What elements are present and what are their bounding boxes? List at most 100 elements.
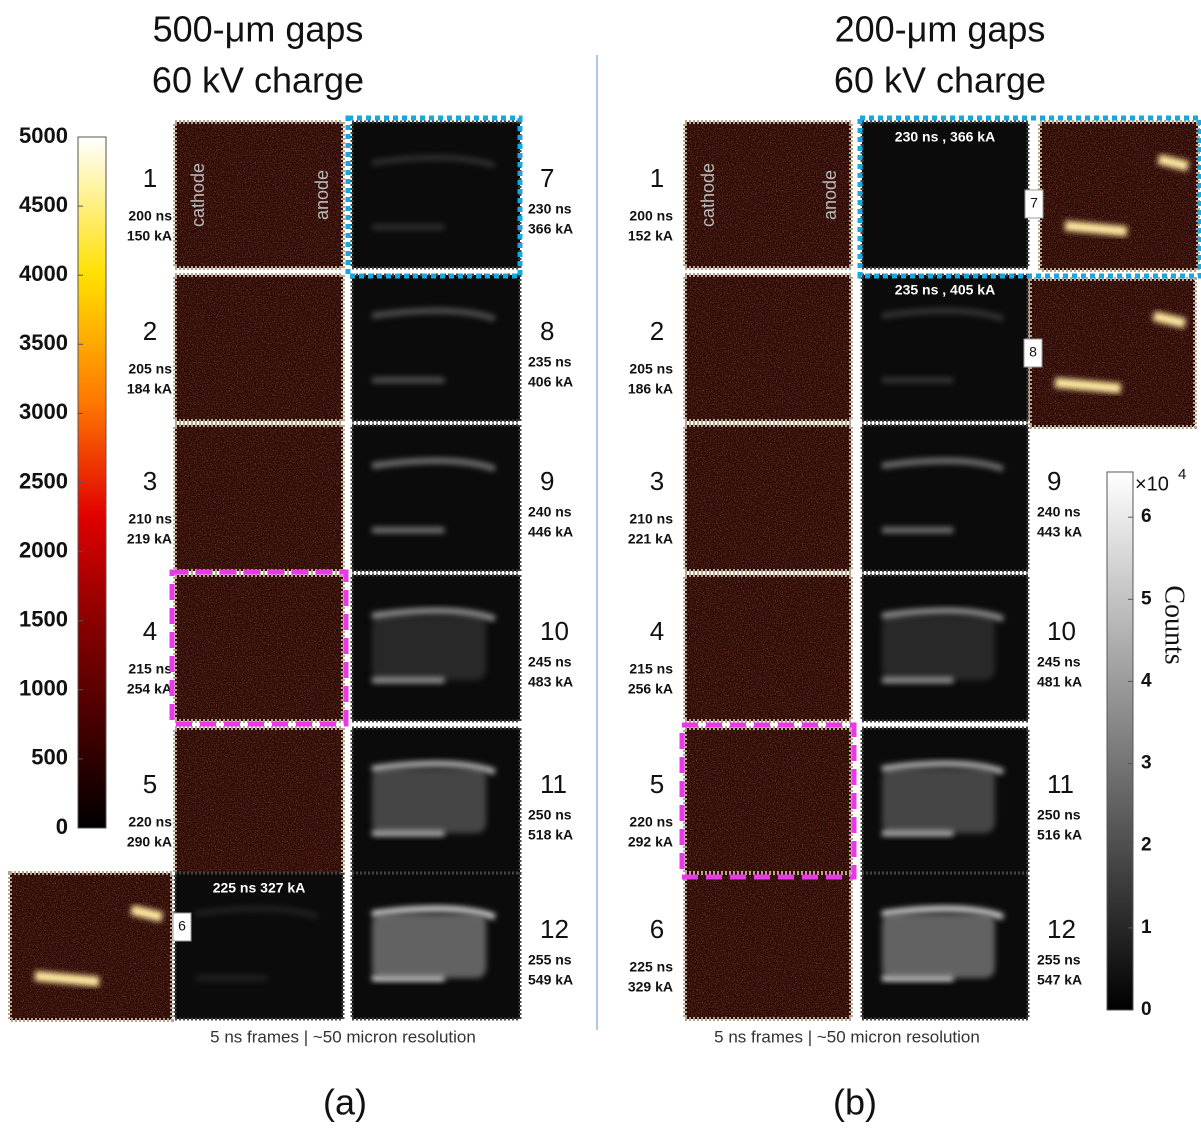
- frame-number: 9: [540, 466, 554, 496]
- panel-title: 500-μm gaps: [153, 9, 364, 50]
- plasma-glow: [1064, 154, 1190, 237]
- colorbar-tick-label: 2000: [19, 537, 68, 562]
- frame-caption: 230 ns , 366 kA: [895, 129, 995, 145]
- colorbar-tick-label: 6: [1141, 506, 1152, 527]
- frame-time: 220 ns: [128, 814, 172, 830]
- colorbar-tick-label: 1500: [19, 607, 68, 632]
- plasma-glow: [881, 457, 1005, 534]
- frame-time: 205 ns: [629, 361, 673, 377]
- frame-time: 235 ns: [528, 354, 572, 370]
- frame-time: 245 ns: [528, 654, 572, 670]
- frame-time: 200 ns: [128, 208, 172, 224]
- frame-time: 250 ns: [1037, 807, 1081, 823]
- panel-label: (b): [833, 1082, 877, 1123]
- frame-current: 366 kA: [528, 221, 573, 237]
- colorbar-label: Counts: [1159, 585, 1190, 664]
- frame-noise: [177, 730, 341, 872]
- plasma-glow: [881, 307, 1005, 384]
- frame-current: 516 kA: [1037, 827, 1082, 843]
- plasma-glow: [371, 457, 496, 534]
- frame-number: 10: [1047, 616, 1076, 646]
- frame-number: 11: [540, 769, 567, 799]
- colorbar: [1106, 471, 1134, 1011]
- frame-number: 12: [1047, 914, 1076, 944]
- colorbar-tick-label: 5: [1141, 588, 1152, 609]
- frame-noise: [12, 875, 170, 1018]
- colorbar-tick-label: 3: [1141, 753, 1152, 774]
- frame-time: 250 ns: [528, 807, 572, 823]
- frame-number: 3: [650, 466, 664, 496]
- frame-current: 290 kA: [127, 834, 172, 850]
- frame-time: 220 ns: [629, 814, 673, 830]
- highlight-box: [345, 115, 523, 279]
- colorbar-tick-label: 3500: [19, 330, 68, 355]
- frame-current: 443 kA: [1037, 524, 1082, 540]
- anode-label: anode: [312, 170, 332, 220]
- frame-number: 1: [650, 163, 664, 193]
- frame-time: 255 ns: [528, 952, 572, 968]
- colorbar-tick-label: 0: [1141, 999, 1152, 1020]
- frame-noise: [687, 577, 849, 719]
- frame-current: 150 kA: [127, 228, 172, 244]
- frame-noise: [177, 427, 341, 569]
- plasma-body: [882, 768, 995, 834]
- frame-number: 3: [143, 466, 157, 496]
- frame-time: 205 ns: [128, 361, 172, 377]
- frame-current: 254 kA: [127, 681, 172, 697]
- footer: 5 ns frames | ~50 micron resolution: [210, 1027, 476, 1046]
- frame-number: 1: [143, 163, 157, 193]
- colorbar-exponent: 4: [1178, 466, 1186, 483]
- frame-number: 9: [1047, 466, 1061, 496]
- frame-noise: [687, 875, 849, 1017]
- frame-current: 152 kA: [628, 228, 673, 244]
- frame-number: 5: [650, 769, 664, 799]
- frame-current: 518 kA: [528, 827, 573, 843]
- panel-title: 60 kV charge: [834, 60, 1046, 101]
- frame-number-box: [1023, 338, 1043, 368]
- plasma-body: [372, 768, 487, 834]
- panel-title: 200-μm gaps: [835, 9, 1046, 50]
- colorbar-tick-label: 0: [56, 814, 68, 839]
- frame-time: 225 ns: [629, 959, 673, 975]
- frame-number: 8: [1029, 344, 1037, 360]
- colorbar-tick-label: 4500: [19, 192, 68, 217]
- frame-current: 549 kA: [528, 972, 573, 988]
- frame-current: 292 kA: [628, 834, 673, 850]
- frame-caption: 225 ns 327 kA: [213, 880, 306, 896]
- frame-number: 7: [1030, 195, 1038, 211]
- frame-noise: [687, 730, 849, 872]
- frame-time: 200 ns: [629, 208, 673, 224]
- panel-title: 60 kV charge: [152, 60, 364, 101]
- frame-image: [350, 423, 522, 573]
- plasma-body: [372, 913, 487, 979]
- frame-number: 6: [650, 914, 664, 944]
- highlight-box: [857, 115, 1201, 279]
- frame-noise: [177, 577, 341, 719]
- frame-noise: [687, 277, 849, 419]
- cathode-label: cathode: [698, 163, 718, 227]
- plasma-glow: [34, 904, 164, 987]
- frame-caption: 235 ns , 405 kA: [895, 282, 995, 298]
- panel-label: (a): [323, 1082, 367, 1123]
- frame-number: 7: [540, 163, 554, 193]
- plasma-glow: [371, 154, 496, 231]
- frame-noise: [177, 124, 341, 266]
- frame-number: 10: [540, 616, 569, 646]
- frame-time: 210 ns: [128, 511, 172, 527]
- highlight-box: [679, 722, 857, 880]
- frame-current: 184 kA: [127, 381, 172, 397]
- frame-image: [173, 871, 345, 1021]
- frame-image: [350, 273, 522, 423]
- plasma-body: [372, 615, 487, 681]
- frame-time: 210 ns: [629, 511, 673, 527]
- plasma-glow: [1054, 311, 1187, 394]
- frame-time: 255 ns: [1037, 952, 1081, 968]
- frame-number: 4: [650, 616, 664, 646]
- frame-time: 215 ns: [128, 661, 172, 677]
- colorbar-tick-label: 1000: [19, 676, 68, 701]
- frame-time: 240 ns: [1037, 504, 1081, 520]
- frame-current: 186 kA: [628, 381, 673, 397]
- frame-noise: [1032, 281, 1193, 425]
- frame-image: [350, 120, 522, 270]
- frame-number: 12: [540, 914, 569, 944]
